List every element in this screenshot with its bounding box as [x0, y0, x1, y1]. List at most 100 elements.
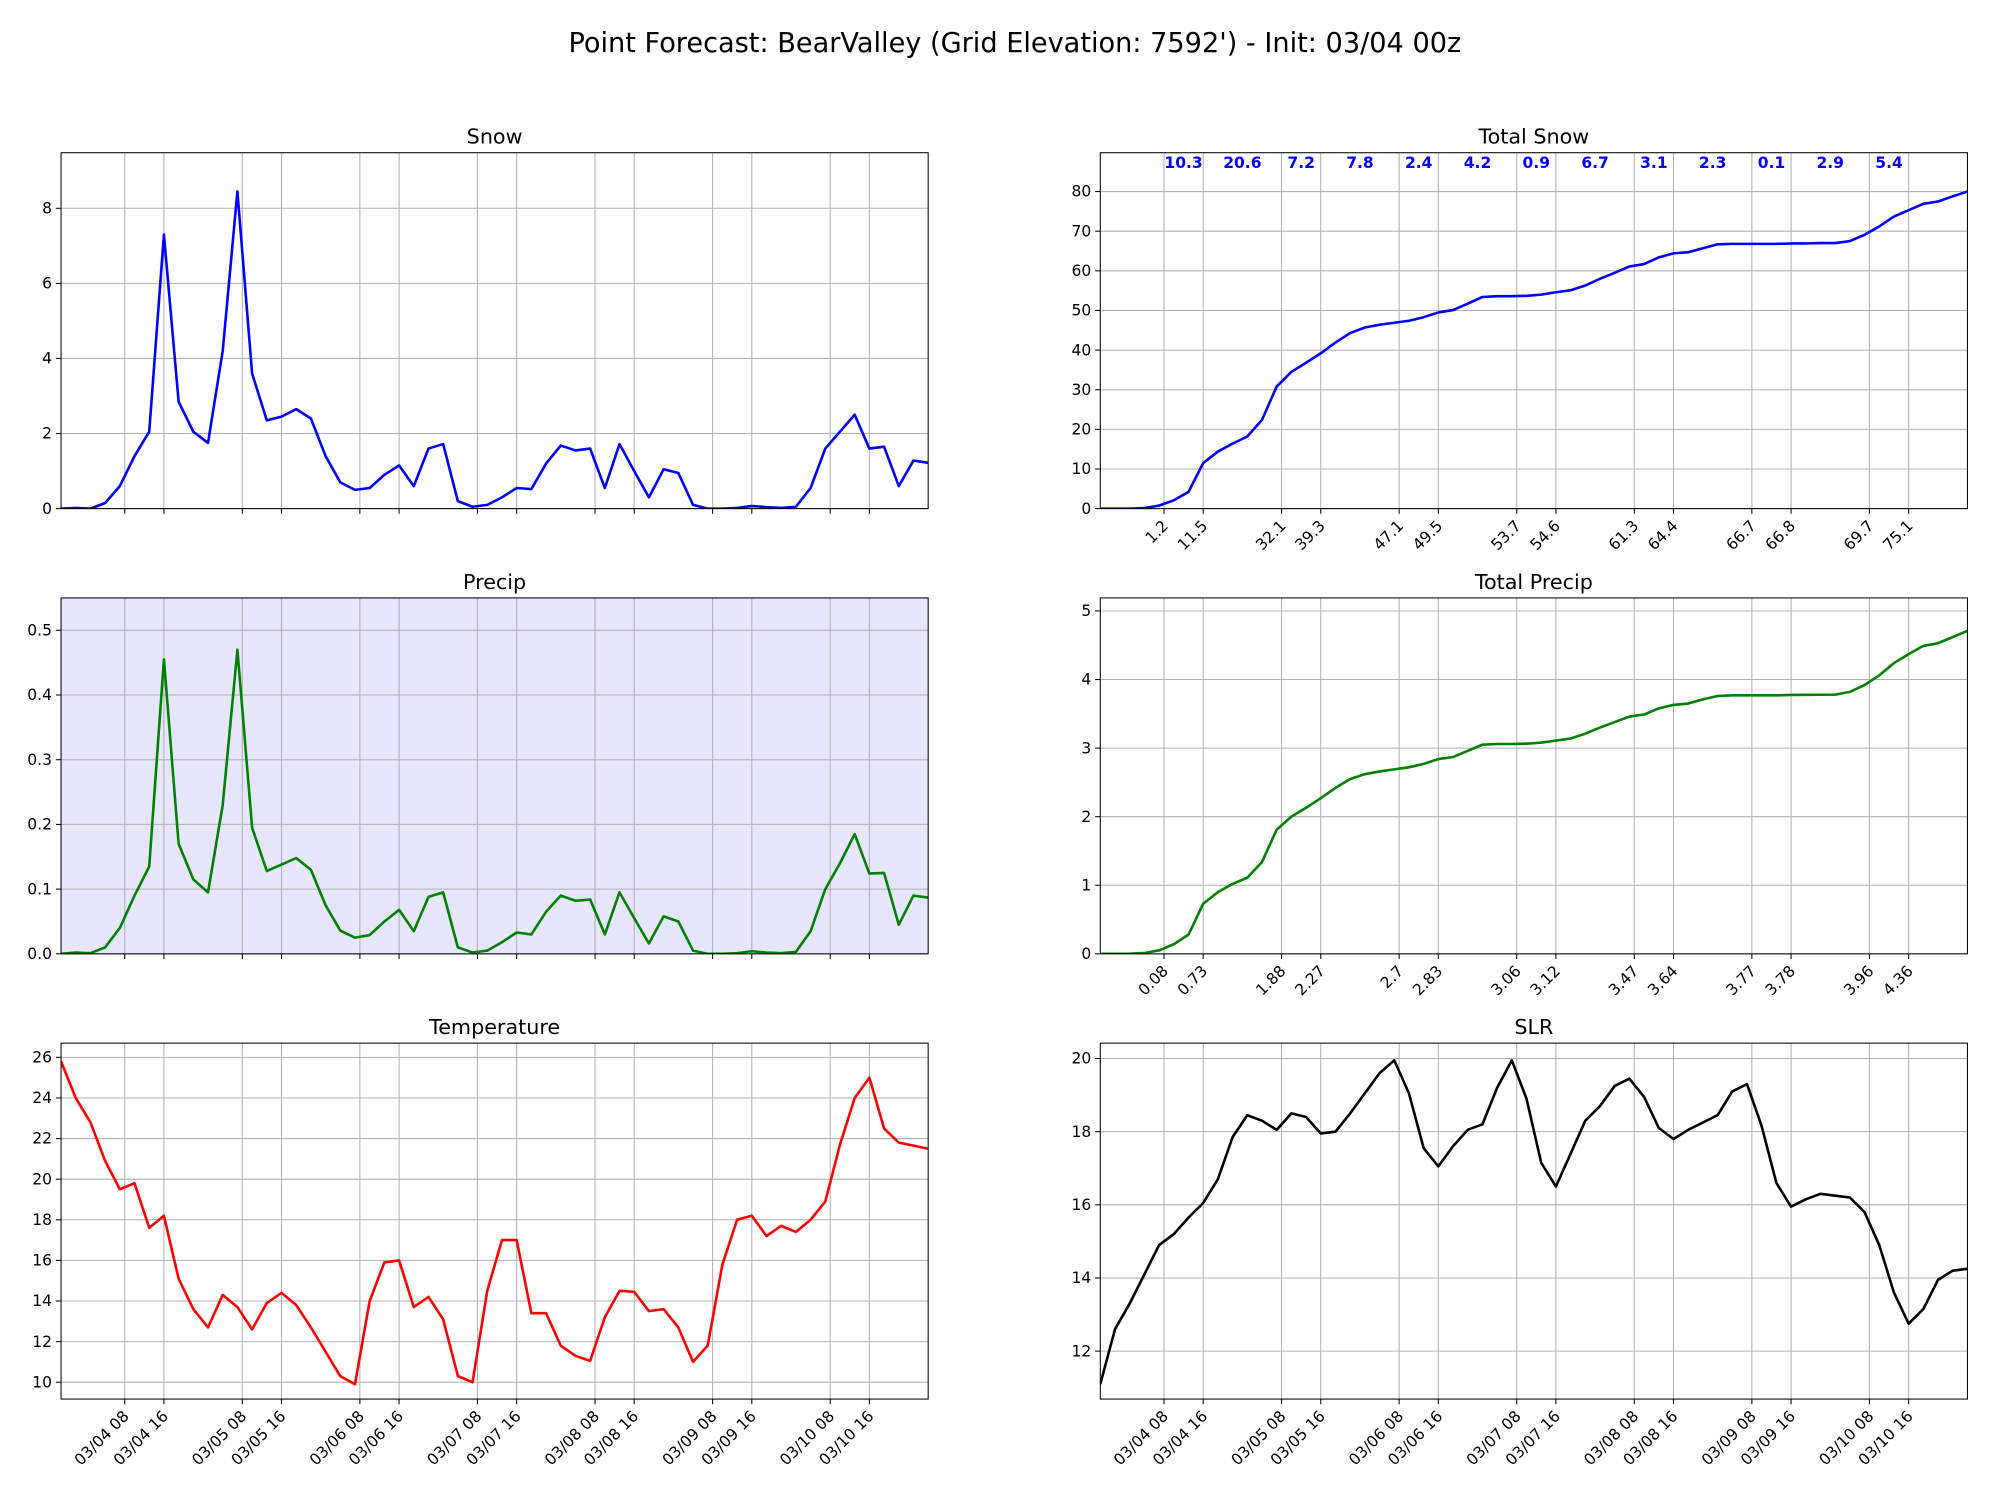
y-tick-label: 80	[1071, 183, 1091, 201]
data-line	[61, 190, 929, 509]
y-tick-label: 10	[1071, 460, 1091, 478]
y-tick-label: 60	[1071, 262, 1091, 280]
y-tick-label: 16	[32, 1252, 52, 1270]
x-tick-label: 11.5	[1174, 517, 1211, 554]
y-tick-label: 12	[1071, 1342, 1091, 1360]
y-tick-label: 8	[42, 199, 52, 217]
subplot-title: SLR	[1514, 1015, 1553, 1039]
x-tick-label: 2.27	[1292, 962, 1329, 999]
period-total: 20.6	[1223, 154, 1261, 172]
axes-frame	[60, 1042, 929, 1400]
subplot-title: Precip	[463, 570, 526, 594]
x-tick-label: 1.2	[1142, 517, 1172, 547]
x-tick-label: 1.88	[1252, 962, 1289, 999]
y-tick-label: 4	[42, 350, 52, 368]
y-tick-label: 0.4	[27, 686, 52, 704]
y-tick-label: 20	[1071, 1050, 1091, 1068]
x-tick-label: 69.7	[1840, 517, 1877, 554]
x-tick-label: 49.5	[1409, 517, 1446, 554]
x-tick-label: 64.4	[1644, 517, 1681, 554]
period-total: 0.1	[1758, 154, 1786, 172]
y-tick-label: 14	[32, 1292, 52, 1310]
period-total: 6.7	[1581, 154, 1608, 172]
figure-title: Point Forecast: BearValley (Grid Elevati…	[568, 28, 1461, 59]
y-tick-label: 0	[42, 500, 52, 518]
x-tick-label: 3.47	[1605, 962, 1642, 999]
y-tick-label: 14	[1071, 1269, 1091, 1287]
y-tick-label: 12	[32, 1333, 52, 1351]
x-tick-label: 0.73	[1174, 962, 1211, 999]
subplot-title: Temperature	[428, 1015, 560, 1039]
y-tick-label: 18	[32, 1211, 52, 1229]
x-tick-label: 53.7	[1488, 517, 1525, 554]
y-tick-label: 0.2	[27, 816, 52, 834]
y-tick-label: 0.0	[27, 945, 52, 963]
y-tick-label: 18	[1071, 1123, 1091, 1141]
y-tick-label: 2	[1081, 808, 1091, 826]
x-tick-label: 66.8	[1762, 517, 1799, 554]
plot-area	[61, 190, 929, 509]
x-tick-label: 3.12	[1527, 962, 1564, 999]
plot-background	[61, 597, 929, 954]
y-tick-label: 0.3	[27, 751, 52, 769]
x-tick-label: 66.7	[1723, 517, 1760, 554]
subplot-title: Snow	[467, 125, 523, 149]
y-tick-label: 4	[1081, 671, 1091, 689]
data-line	[1100, 190, 1968, 509]
plot-area	[61, 1060, 929, 1386]
y-tick-label: 5	[1081, 602, 1091, 620]
period-total: 4.2	[1464, 154, 1492, 172]
y-tick-label: 0	[1081, 945, 1091, 963]
plot-background	[1100, 597, 1968, 954]
plot-background	[1100, 152, 1968, 509]
y-tick-label: 24	[32, 1089, 52, 1107]
data-line	[61, 1060, 929, 1386]
period-total: 2.4	[1405, 154, 1433, 172]
y-tick-label: 20	[1071, 421, 1091, 439]
period-total: 2.9	[1817, 154, 1844, 172]
axes-frame	[1099, 152, 1968, 510]
axes-frame	[1099, 597, 1968, 955]
y-tick-label: 0.5	[27, 621, 52, 639]
plot-area	[1100, 1059, 1968, 1385]
axes-frame	[60, 597, 929, 955]
y-tick-label: 0.1	[27, 880, 52, 898]
x-tick-label: 47.1	[1370, 517, 1407, 554]
y-tick-label: 50	[1071, 302, 1091, 320]
y-tick-label: 1	[1081, 876, 1091, 894]
y-tick-label: 30	[1071, 381, 1091, 399]
period-total: 10.3	[1164, 154, 1202, 172]
y-tick-label: 0	[1081, 500, 1091, 518]
y-tick-label: 16	[1071, 1196, 1091, 1214]
subplot: Total Precip 0 1 2 3 4 5 0.08 0.73 1.88 2.27 2.7 2.8…	[1081, 570, 1968, 999]
x-tick-label: 3.06	[1488, 962, 1525, 999]
data-line	[61, 648, 929, 954]
x-tick-label: 2.7	[1377, 962, 1407, 992]
y-tick-label: 20	[32, 1170, 52, 1188]
x-tick-label: 75.1	[1879, 517, 1916, 554]
subplot: Total Snow 0 10 20 30 40 50 60 70 80 1.2 11.5 32.1 39…	[1071, 125, 1968, 554]
x-tick-label: 3.78	[1762, 962, 1799, 999]
x-tick-label: 54.6	[1527, 517, 1564, 554]
x-tick-label: 2.83	[1409, 962, 1446, 999]
subplot: Snow 0 2 4 6 8	[42, 125, 929, 518]
x-tick-label: 39.3	[1292, 517, 1329, 554]
period-total: 3.1	[1640, 154, 1667, 172]
period-total: 7.8	[1346, 154, 1373, 172]
axes-frame	[1099, 1042, 1968, 1400]
y-tick-label: 26	[32, 1049, 52, 1067]
axes-frame	[60, 152, 929, 510]
period-total: 0.9	[1523, 154, 1551, 172]
plot-background	[61, 152, 929, 509]
y-tick-label: 10	[32, 1373, 52, 1391]
plot-background	[1100, 1043, 1968, 1400]
x-tick-label: 61.3	[1605, 517, 1642, 554]
y-tick-label: 3	[1081, 739, 1091, 757]
x-tick-label: 3.77	[1723, 962, 1760, 999]
x-tick-label: 3.64	[1644, 962, 1681, 999]
plot-area	[1100, 629, 1968, 954]
x-tick-label: 0.08	[1135, 962, 1172, 999]
x-tick-label: 4.36	[1879, 962, 1916, 999]
